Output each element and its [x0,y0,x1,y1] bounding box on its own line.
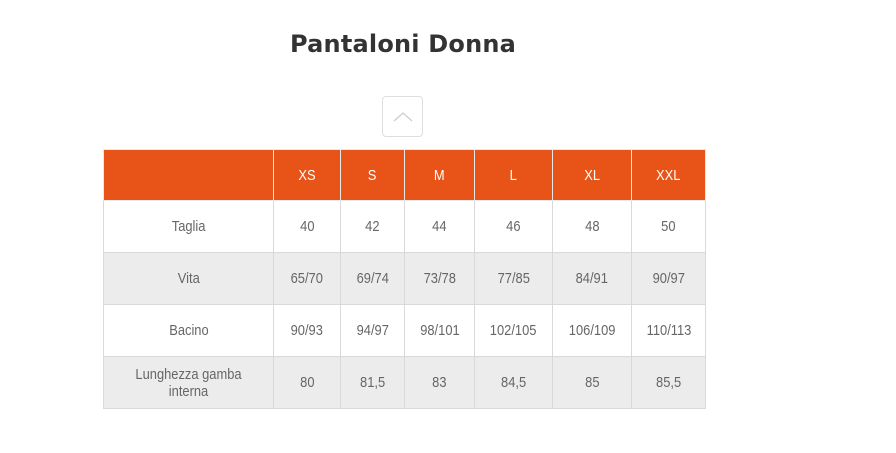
table-cell: 106/109 [552,304,632,357]
table-cell: 85,5 [631,356,706,409]
table-cell: 69/74 [340,252,405,305]
table-row: Taglia 40 42 44 46 48 50 [103,200,706,253]
chevron-up-icon [393,111,412,122]
header-corner-cell [103,149,274,201]
row-label: Lunghezza gamba interna [103,356,274,409]
table-cell: 90/93 [273,304,341,357]
table-cell: 84/91 [552,252,632,305]
row-label: Taglia [103,200,274,253]
table-cell: 98/101 [404,304,475,357]
table-cell: 42 [340,200,405,253]
table-cell: 84,5 [474,356,553,409]
table-cell: 81,5 [340,356,405,409]
table-row: Vita 65/70 69/74 73/78 77/85 84/91 90/97 [103,252,706,305]
header-cell-xs: XS [273,149,341,201]
table-row: Bacino 90/93 94/97 98/101 102/105 106/10… [103,304,706,357]
table-cell: 73/78 [404,252,475,305]
table-cell: 44 [404,200,475,253]
table-cell: 40 [273,200,341,253]
table-cell: 83 [404,356,475,409]
table-cell: 94/97 [340,304,405,357]
header-cell-xl: XL [552,149,632,201]
row-label: Vita [103,252,274,305]
collapse-toggle-button[interactable] [382,96,423,137]
header-cell-s: S [340,149,405,201]
table-cell: 77/85 [474,252,553,305]
size-chart-table: XS S M L XL XXL Taglia 40 42 44 46 48 50… [103,149,706,409]
table-cell: 85 [552,356,632,409]
table-cell: 65/70 [273,252,341,305]
header-cell-xxl: XXL [631,149,706,201]
table-cell: 46 [474,200,553,253]
row-label: Bacino [103,304,274,357]
header-cell-m: M [404,149,475,201]
table-cell: 90/97 [631,252,706,305]
header-cell-l: L [474,149,553,201]
table-cell: 50 [631,200,706,253]
header-row: XS S M L XL XXL [103,149,706,201]
table-row: Lunghezza gamba interna 80 81,5 83 84,5 … [103,356,706,409]
table-cell: 110/113 [631,304,706,357]
table-cell: 80 [273,356,341,409]
table-cell: 102/105 [474,304,553,357]
table-cell: 48 [552,200,632,253]
page-title: Pantaloni Donna [290,30,517,58]
